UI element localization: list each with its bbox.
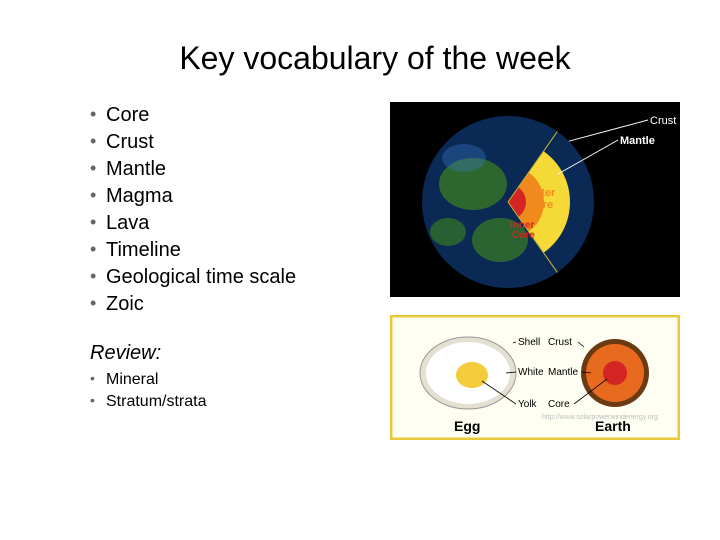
svg-text:http://www.solarpowerwindenerg: http://www.solarpowerwindenergy.org [542,414,658,421]
svg-text:Egg: Egg [454,418,480,434]
vocab-item: Core [90,102,390,129]
body-row: Core Crust Mantle Magma Lava Timeline Ge… [90,102,660,440]
review-item: Mineral [90,369,390,391]
vocab-item: Crust [90,129,390,156]
vocab-item: Magma [90,183,390,210]
svg-text:Mantle: Mantle [620,135,655,147]
svg-text:White: White [518,367,544,378]
right-column: CrustMantleOuterCoreInnerCore ShellWhite… [390,102,680,440]
svg-text:Outer: Outer [526,187,556,199]
review-list: Mineral Stratum/strata [90,369,390,412]
svg-text:Yolk: Yolk [518,399,538,410]
svg-text:Core: Core [528,199,553,211]
vocab-item: Geological time scale [90,264,390,291]
review-item: Stratum/strata [90,391,390,413]
svg-text:Core: Core [548,399,570,410]
vocab-item: Timeline [90,237,390,264]
svg-text:Crust: Crust [650,115,676,127]
svg-text:Core: Core [512,230,535,241]
vocab-item: Lava [90,210,390,237]
svg-text:Shell: Shell [518,337,540,348]
review-heading: Review: [90,342,390,365]
vocab-list: Core Crust Mantle Magma Lava Timeline Ge… [90,102,390,318]
left-column: Core Crust Mantle Magma Lava Timeline Ge… [90,102,390,412]
egg-earth-comparison-diagram: ShellWhiteYolkCrustMantleCoreEggEarthhtt… [390,315,680,440]
slide: Key vocabulary of the week Core Crust Ma… [0,0,720,540]
earth-cutaway-diagram: CrustMantleOuterCoreInnerCore [390,102,680,297]
vocab-item: Mantle [90,156,390,183]
svg-text:Crust: Crust [548,337,572,348]
vocab-item: Zoic [90,291,390,318]
slide-title: Key vocabulary of the week [90,40,660,77]
svg-text:Mantle: Mantle [548,367,578,378]
